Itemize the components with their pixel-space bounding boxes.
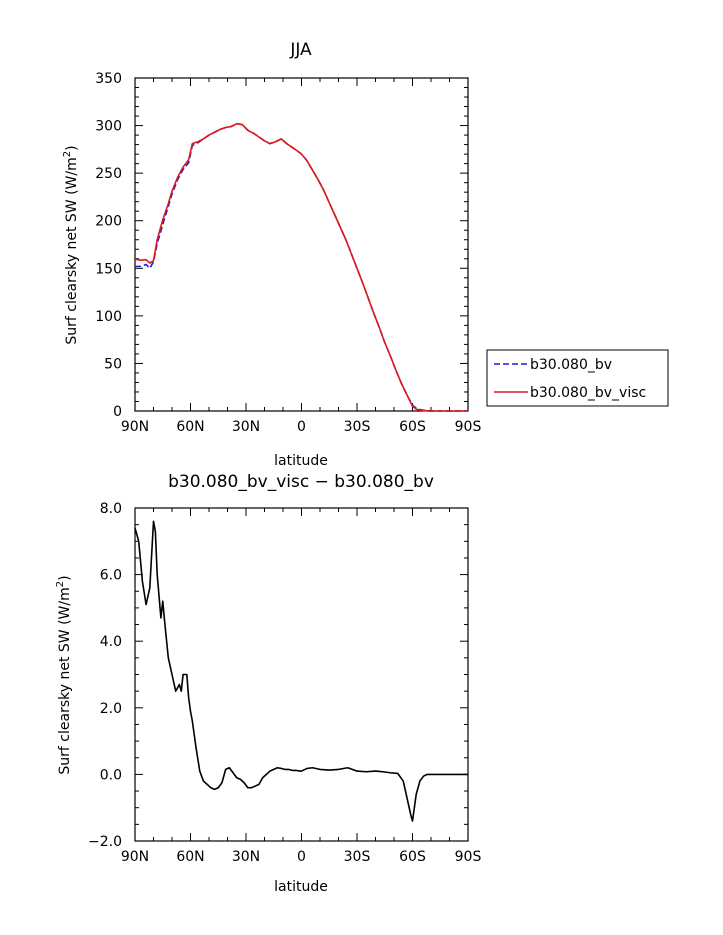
- top-panel-ticks: [134, 77, 469, 412]
- legend-label-bv: b30.080_bv: [530, 357, 612, 373]
- bottom-y-axis-label: Surf clearsky net SW (W/m2): [55, 575, 73, 774]
- bottom-y-axis-label-main: Surf clearsky net SW (W/m: [57, 587, 73, 774]
- x-tick-label: 0: [297, 849, 306, 865]
- x-tick-label: 30S: [344, 849, 371, 865]
- top-panel-title: JJA: [289, 40, 312, 60]
- y-tick-label: 250: [95, 166, 122, 182]
- y-tick-label: 0: [113, 404, 122, 420]
- y-tick-label: 300: [95, 119, 122, 135]
- y-tick-label: 6.0: [100, 568, 122, 584]
- bottom-x-axis-label: latitude: [274, 879, 328, 895]
- x-tick-label: 30S: [344, 419, 371, 435]
- bottom-y-axis-label-close: ): [57, 575, 73, 580]
- y-tick-label: 100: [95, 309, 122, 325]
- x-tick-label: 90S: [455, 419, 482, 435]
- legend-box: [486, 349, 669, 407]
- x-tick-label: 90N: [121, 849, 149, 865]
- x-tick-label: 60S: [399, 849, 426, 865]
- bottom-panel-series: [134, 520, 468, 822]
- x-tick-label: 60S: [399, 419, 426, 435]
- legend: b30.080_bv b30.080_bv_visc: [486, 349, 669, 407]
- top-panel-tick-labels: 90N 60N 30N 0 30S 60S 90S 0 50 100 150 200 250 300 350: [95, 71, 481, 435]
- bottom-y-axis-label-sup: 2: [55, 581, 66, 587]
- y-tick-label: 2.0: [100, 701, 122, 717]
- x-tick-label: 0: [297, 419, 306, 435]
- y-tick-label: 0.0: [100, 767, 122, 783]
- x-tick-label: 30N: [232, 419, 260, 435]
- series-line-bv-visc: [134, 122, 468, 412]
- top-plot-frame: [134, 77, 469, 412]
- top-y-axis-label-close: ): [64, 145, 80, 150]
- y-tick-label: −2.0: [88, 834, 122, 850]
- y-tick-label: 8.0: [100, 501, 122, 517]
- top-x-axis-label: latitude: [274, 453, 328, 469]
- bottom-panel-ticks: [134, 507, 469, 842]
- top-y-axis-label: Surf clearsky net SW (W/m2): [62, 145, 80, 344]
- y-tick-label: 50: [104, 356, 122, 372]
- bottom-panel-title: b30.080_bv_visc − b30.080_bv: [168, 472, 434, 492]
- y-tick-label: 200: [95, 214, 122, 230]
- y-tick-label: 150: [95, 261, 122, 277]
- x-tick-label: 60N: [176, 419, 204, 435]
- bottom-panel-tick-labels: 90N 60N 30N 0 30S 60S 90S −2.0 0.0 2.0 4.0 6.0 8.0: [88, 501, 481, 865]
- x-tick-label: 30N: [232, 849, 260, 865]
- series-line-difference: [134, 520, 468, 822]
- x-tick-label: 90N: [121, 419, 149, 435]
- y-tick-label: 350: [95, 71, 122, 87]
- top-y-axis-label-sup: 2: [62, 151, 73, 157]
- bottom-panel: b30.080_bv_visc − b30.080_bv 90N 60N 30N 0 3…: [55, 472, 481, 895]
- top-panel-series: [134, 122, 468, 412]
- top-panel: JJA 90N 60N 30N 0 30S 60S 90S 0 50 100 150 200 250 30…: [62, 40, 481, 469]
- legend-label-bv-visc: b30.080_bv_visc: [530, 385, 646, 401]
- series-line-bv: [135, 122, 468, 412]
- top-y-axis-label-main: Surf clearsky net SW (W/m: [64, 157, 80, 344]
- x-tick-label: 60N: [176, 849, 204, 865]
- y-tick-label: 4.0: [100, 634, 122, 650]
- x-tick-label: 90S: [455, 849, 482, 865]
